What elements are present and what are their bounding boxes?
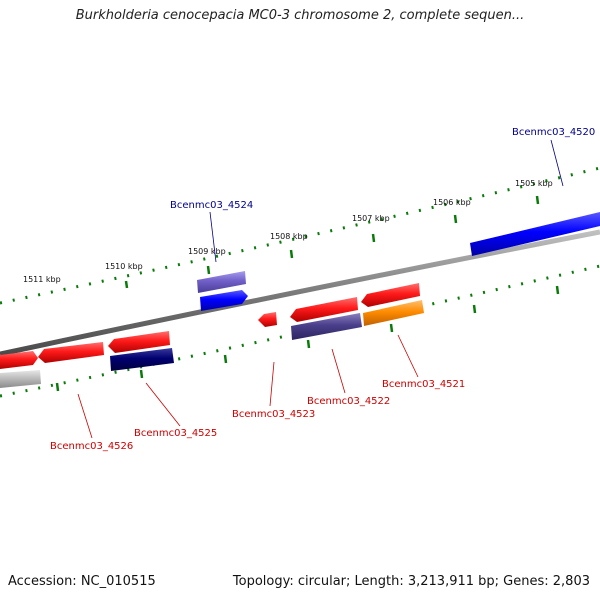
- scale-label: 1511 kbp: [23, 275, 61, 284]
- accession-text: Accession: NC_010515: [8, 574, 156, 589]
- gene-bcenmc03-4522[interactable]: [291, 313, 362, 340]
- gene-minus-red-d[interactable]: [38, 342, 104, 363]
- gene-plus-blue-small[interactable]: [200, 290, 248, 311]
- scale-label: 1506 kbp: [433, 198, 471, 207]
- gene-bcenmc03-4524[interactable]: [197, 271, 246, 293]
- gene-minus-red-b[interactable]: [290, 297, 358, 322]
- scale-label: 1508 kbp: [270, 232, 308, 241]
- major-ticks-outer: [124, 195, 540, 289]
- major-ticks-inner: [55, 285, 560, 392]
- gene-bcenmc03-4525[interactable]: [110, 348, 174, 371]
- label-leaders-minus: [77, 334, 419, 439]
- map-title: Burkholderia cenocepacia MC0-3 chromosom…: [75, 8, 525, 23]
- chromosome-backbone: [0, 229, 600, 357]
- gene-label-bcenmc03-4523[interactable]: Bcenmc03_4523: [232, 409, 315, 420]
- gene-bcenmc03-4523[interactable]: [258, 312, 277, 327]
- label-leaders-plus: [209, 139, 564, 263]
- scale-label: 1509 kbp: [188, 247, 226, 256]
- gene-minus-red-c[interactable]: [108, 331, 170, 353]
- gene-label-bcenmc03-4525[interactable]: Bcenmc03_4525: [134, 428, 217, 439]
- gene-minus-red-e[interactable]: [0, 351, 38, 369]
- gene-minus-red-a[interactable]: [361, 283, 420, 307]
- gene-bcenmc03-4520[interactable]: [470, 212, 600, 256]
- gene-bcenmc03-4526[interactable]: [0, 370, 41, 388]
- genome-summary: Topology: circular; Length: 3,213,911 bp…: [232, 574, 590, 589]
- gene-label-bcenmc03-4520[interactable]: Bcenmc03_4520: [512, 127, 595, 138]
- gene-label-bcenmc03-4521[interactable]: Bcenmc03_4521: [382, 379, 465, 390]
- scale-label: 1505 kbp: [515, 179, 553, 188]
- scale-label: 1507 kbp: [352, 214, 390, 223]
- gene-label-bcenmc03-4524[interactable]: Bcenmc03_4524: [170, 200, 253, 211]
- gene-label-bcenmc03-4526[interactable]: Bcenmc03_4526: [50, 441, 133, 452]
- gene-bcenmc03-4521[interactable]: [363, 300, 424, 326]
- gene-label-bcenmc03-4522[interactable]: Bcenmc03_4522: [307, 396, 390, 407]
- scale-label: 1510 kbp: [105, 262, 143, 271]
